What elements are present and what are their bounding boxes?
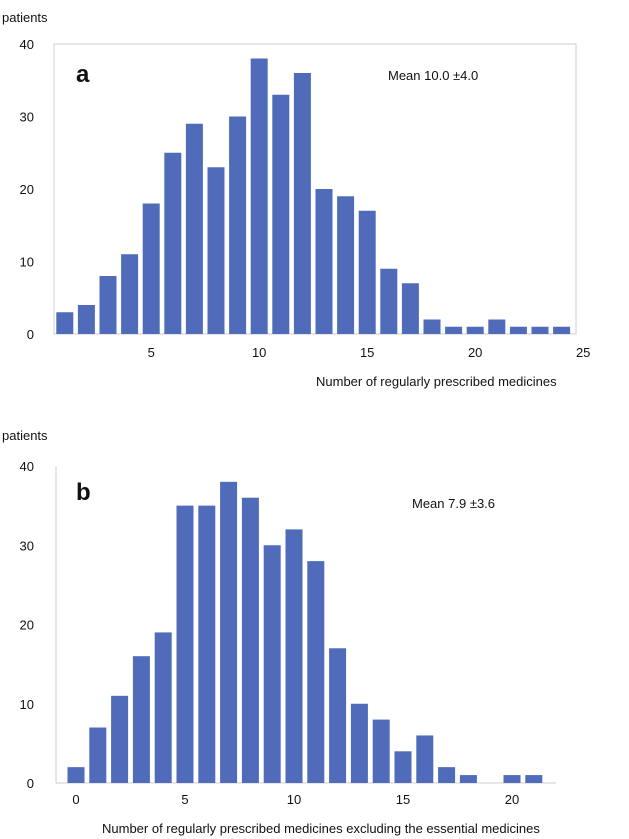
histogram-bar bbox=[329, 648, 347, 783]
y-tick-label: 0 bbox=[27, 327, 34, 342]
histogram-bar bbox=[250, 58, 268, 334]
histogram-bar bbox=[553, 326, 571, 334]
x-tick-label: 0 bbox=[72, 792, 79, 807]
panel-label-b: b bbox=[76, 479, 91, 506]
y-tick-label: 30 bbox=[20, 538, 34, 553]
histogram-bar bbox=[438, 767, 456, 783]
histogram-bar bbox=[132, 656, 150, 783]
histogram-bar bbox=[176, 505, 194, 783]
x-axis-label-b: Number of regularly prescribed medicines… bbox=[102, 821, 540, 836]
y-tick-label: 10 bbox=[20, 255, 34, 270]
histogram-bar bbox=[307, 561, 325, 783]
histogram-bar bbox=[241, 497, 259, 783]
histogram-bar bbox=[488, 319, 506, 334]
y-tick-label: 40 bbox=[20, 37, 34, 52]
histogram-bar bbox=[423, 319, 441, 334]
x-tick-label: 15 bbox=[396, 792, 410, 807]
histogram-bar bbox=[293, 73, 311, 334]
histogram-bar bbox=[337, 196, 355, 334]
histogram-bar bbox=[164, 152, 182, 334]
histogram-bar bbox=[394, 751, 412, 783]
x-axis-label-a: Number of regularly prescribed medicines bbox=[316, 374, 557, 389]
panel-b: patients b Mean 7.9 ±3.6 Number of regul… bbox=[2, 428, 556, 836]
histogram-bar bbox=[503, 775, 521, 783]
panel-a: patients a Mean 10.0 ±4.0 Number of regu… bbox=[2, 10, 590, 389]
plot-frame bbox=[53, 43, 577, 335]
x-tick-label: 5 bbox=[148, 345, 155, 360]
histogram-bar bbox=[198, 505, 216, 783]
histogram-bar bbox=[220, 481, 238, 783]
histogram-bar bbox=[509, 326, 527, 334]
histogram-bar bbox=[285, 529, 303, 783]
histogram-bar bbox=[401, 283, 419, 334]
histogram-bar bbox=[142, 203, 160, 334]
histogram-bar bbox=[459, 775, 477, 783]
histogram-bar bbox=[350, 703, 368, 783]
mean-annotation-a: Mean 10.0 ±4.0 bbox=[388, 68, 478, 83]
x-tick-label: 10 bbox=[287, 792, 301, 807]
x-tick-label: 15 bbox=[360, 345, 374, 360]
y-axis-label-b: patients bbox=[2, 428, 48, 443]
y-tick-label: 0 bbox=[27, 776, 34, 791]
y-tick-label: 30 bbox=[20, 110, 34, 125]
panel-label-a: a bbox=[76, 61, 90, 88]
histogram-bar bbox=[525, 775, 543, 783]
histogram-bar bbox=[67, 767, 85, 783]
y-tick-label: 40 bbox=[20, 459, 34, 474]
histogram-bar bbox=[263, 545, 281, 783]
x-tick-label: 20 bbox=[505, 792, 519, 807]
histogram-bar bbox=[56, 312, 74, 334]
histogram-bar bbox=[99, 276, 117, 334]
histogram-bar bbox=[185, 123, 203, 334]
y-axis-label-a: patients bbox=[2, 10, 48, 25]
histogram-bar bbox=[229, 116, 247, 334]
histogram-bar bbox=[380, 268, 398, 334]
histogram-bar bbox=[207, 167, 225, 334]
histogram-bar bbox=[416, 735, 434, 783]
histogram-bar bbox=[531, 326, 549, 334]
histogram-bar bbox=[89, 727, 107, 783]
histogram-bar bbox=[272, 94, 290, 334]
y-tick-label: 20 bbox=[20, 618, 34, 633]
histogram-bar bbox=[111, 695, 129, 783]
x-tick-label: 20 bbox=[468, 345, 482, 360]
histogram-bar bbox=[121, 254, 139, 334]
histogram-bar bbox=[77, 305, 95, 334]
y-tick-label: 10 bbox=[20, 697, 34, 712]
histogram-bar bbox=[315, 189, 333, 334]
histogram-bar bbox=[358, 210, 376, 334]
x-tick-label: 5 bbox=[181, 792, 188, 807]
histogram-bar bbox=[445, 326, 463, 334]
histogram-bar bbox=[154, 632, 172, 783]
x-tick-label: 25 bbox=[576, 345, 590, 360]
histogram-bar bbox=[372, 719, 390, 783]
mean-annotation-b: Mean 7.9 ±3.6 bbox=[412, 496, 495, 511]
x-tick-label: 10 bbox=[252, 345, 266, 360]
y-tick-label: 20 bbox=[20, 182, 34, 197]
histogram-bar bbox=[466, 326, 484, 334]
